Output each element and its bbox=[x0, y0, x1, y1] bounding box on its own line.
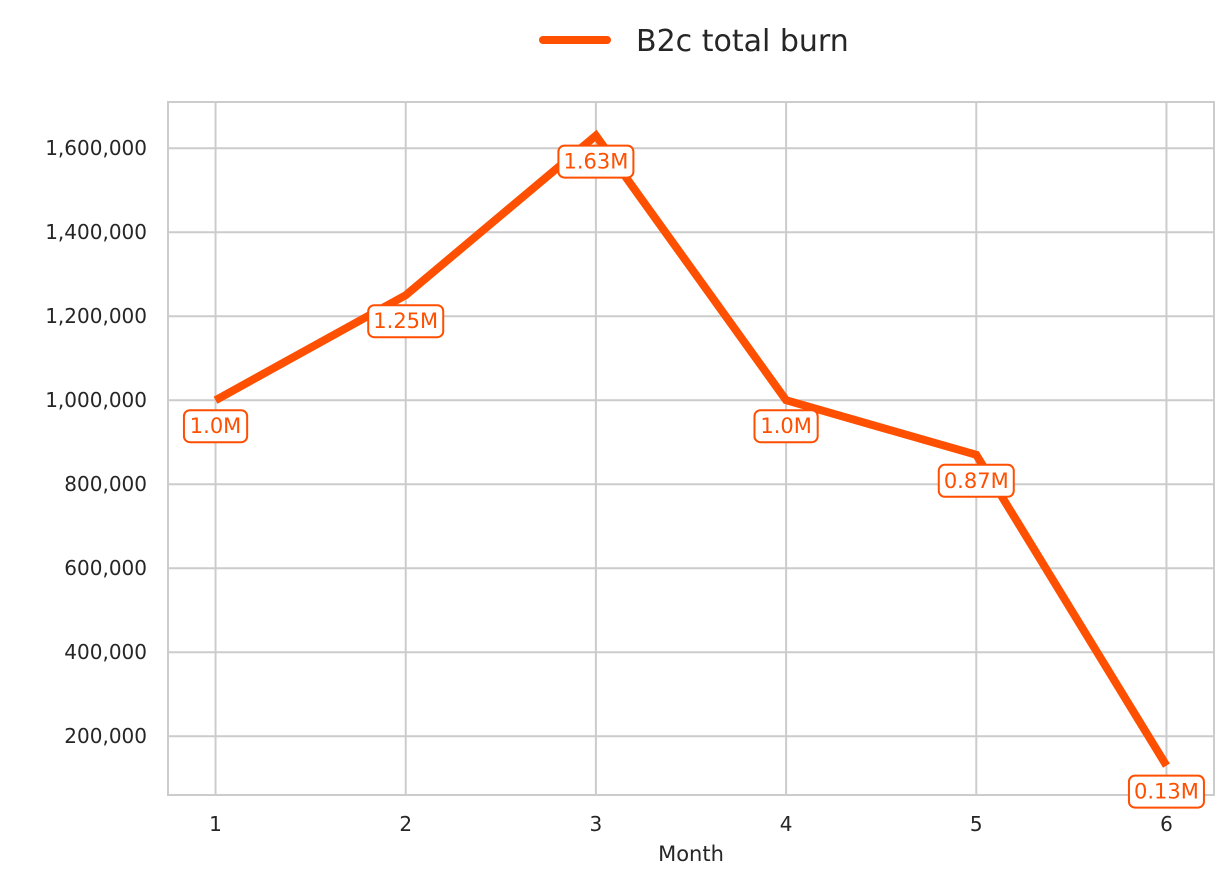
data-label-text: 1.0M bbox=[760, 414, 812, 438]
y-tick-label: 1,400,000 bbox=[45, 220, 147, 244]
data-label-box bbox=[367, 304, 445, 339]
data-labels: 1.0M 1.25M 1.63M 1.0M 0.87M 0.13M bbox=[182, 144, 1205, 809]
y-tick-label: 1,200,000 bbox=[45, 304, 147, 328]
data-label-box bbox=[1127, 774, 1205, 809]
series-layer bbox=[213, 129, 1170, 768]
data-label: 0.87M bbox=[937, 463, 1015, 498]
data-label: 1.0M bbox=[182, 409, 249, 444]
data-label: 1.0M bbox=[753, 409, 819, 444]
data-label-text: 0.87M bbox=[944, 469, 1009, 493]
plot-frame bbox=[167, 101, 1215, 796]
y-tick-label: 1,000,000 bbox=[45, 388, 147, 412]
x-tick-label: 6 bbox=[1160, 812, 1173, 836]
data-label-text: 0.13M bbox=[1134, 780, 1199, 804]
legend: B2c total burn bbox=[539, 24, 849, 59]
y-tick-label: 1,600,000 bbox=[45, 136, 147, 160]
data-label-text: 1.25M bbox=[373, 309, 438, 333]
x-tick-label: 2 bbox=[399, 812, 412, 836]
data-label-text: 1.0M bbox=[190, 414, 242, 438]
y-tick-label: 400,000 bbox=[64, 640, 147, 664]
grid bbox=[168, 102, 1214, 795]
x-tick-label: 4 bbox=[780, 812, 793, 836]
y-tick-label: 800,000 bbox=[64, 472, 147, 496]
y-tick-label: 600,000 bbox=[64, 556, 147, 580]
y-axis-ticks: 200,000 400,000 600,000 800,000 1,000,000 1,2… bbox=[45, 136, 147, 748]
y-tick-label: 200,000 bbox=[64, 724, 147, 748]
data-label-box bbox=[557, 144, 635, 179]
x-tick-label: 3 bbox=[590, 812, 603, 836]
legend-label: B2c total burn bbox=[636, 24, 849, 59]
x-axis-ticks: 1 2 3 4 5 6 bbox=[209, 812, 1173, 836]
data-label: 1.25M bbox=[367, 304, 445, 339]
x-axis-label: Month bbox=[658, 842, 724, 866]
series-line bbox=[213, 129, 1170, 768]
data-label: 0.13M bbox=[1127, 774, 1205, 809]
data-label-text: 1.63M bbox=[563, 150, 628, 174]
data-label-box bbox=[753, 409, 819, 444]
x-tick-label: 5 bbox=[970, 812, 983, 836]
x-tick-label: 1 bbox=[209, 812, 222, 836]
data-label: 1.63M bbox=[557, 144, 635, 179]
data-label-box bbox=[182, 409, 249, 444]
data-label-box bbox=[937, 463, 1015, 498]
